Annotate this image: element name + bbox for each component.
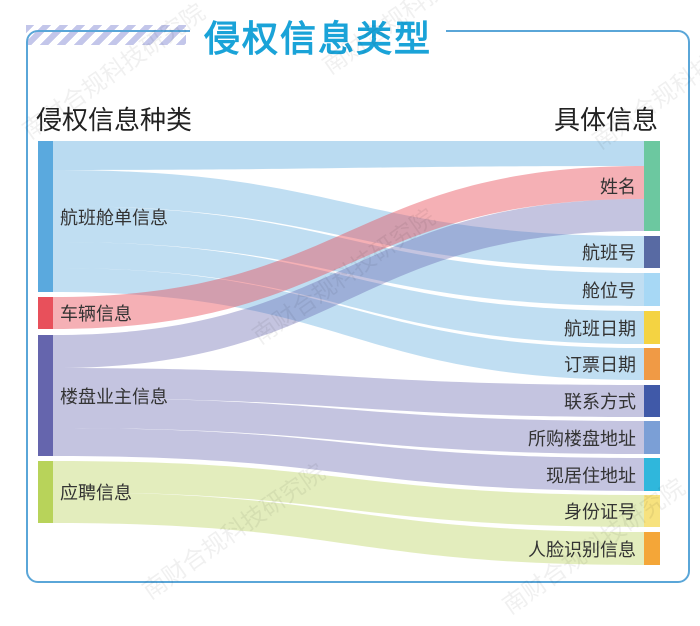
- left-column-header: 侵权信息种类: [36, 106, 193, 136]
- flow-3-to-8: [53, 461, 644, 527]
- target-node-bar: [644, 348, 660, 380]
- target-node-label: 身份证号: [564, 502, 636, 523]
- target-node-bar: [644, 532, 660, 565]
- target-node-label: 人脸识别信息: [528, 539, 636, 561]
- flow-2-to-7: [53, 428, 644, 491]
- target-node-bar: [644, 141, 660, 231]
- right-column-header: 具体信息: [553, 106, 658, 136]
- flow-2-to-6: [53, 398, 644, 454]
- source-node-label: 应聘信息: [60, 483, 132, 504]
- flow-0-to-0: [53, 141, 644, 170]
- target-node-bar: [644, 236, 660, 268]
- target-node-bar: [644, 273, 660, 306]
- target-node-label: 现居住地址: [546, 465, 636, 487]
- source-node-bar: [38, 461, 53, 523]
- flow-0-to-4: [53, 268, 644, 380]
- watermark-text: 南财合规科技研究院: [317, 0, 510, 80]
- flow-0-to-2: [53, 206, 644, 306]
- flow-0-to-3: [53, 242, 644, 344]
- sankey-nodes: [38, 141, 660, 565]
- diagram-title: 侵权信息类型: [204, 19, 433, 60]
- flow-1-to-0: [53, 166, 644, 329]
- watermark-text: 南财合规科技研究院: [587, 8, 700, 155]
- flow-2-to-0: [53, 199, 644, 368]
- sankey-flows: [53, 141, 644, 565]
- target-node-label: 联系方式: [564, 392, 636, 413]
- target-node-label: 航班日期: [564, 318, 636, 340]
- target-node-bar: [644, 495, 660, 527]
- target-node-bar: [644, 458, 660, 491]
- source-node-label: 车辆信息: [60, 304, 132, 325]
- source-node-bar: [38, 141, 53, 292]
- target-node-label: 所购楼盘地址: [528, 428, 636, 450]
- target-node-label: 舱位号: [582, 280, 636, 302]
- target-node-label: 航班号: [582, 243, 636, 264]
- source-node-bar: [38, 297, 53, 329]
- watermark-text: 南财合规科技研究院: [17, 0, 210, 145]
- target-node-bar: [644, 385, 660, 417]
- target-node-label: 姓名: [600, 177, 636, 198]
- flow-2-to-5: [53, 368, 644, 417]
- source-node-bar: [38, 335, 53, 456]
- title-container: 侵权信息类型: [190, 8, 447, 64]
- flow-3-to-9: [53, 492, 644, 565]
- target-node-label: 订票日期: [564, 355, 636, 376]
- source-node-label: 楼盘业主信息: [60, 386, 168, 408]
- target-node-bar: [644, 421, 660, 454]
- flow-0-to-1: [53, 170, 644, 268]
- target-node-bar: [644, 311, 660, 344]
- source-node-label: 航班舱单信息: [60, 207, 168, 229]
